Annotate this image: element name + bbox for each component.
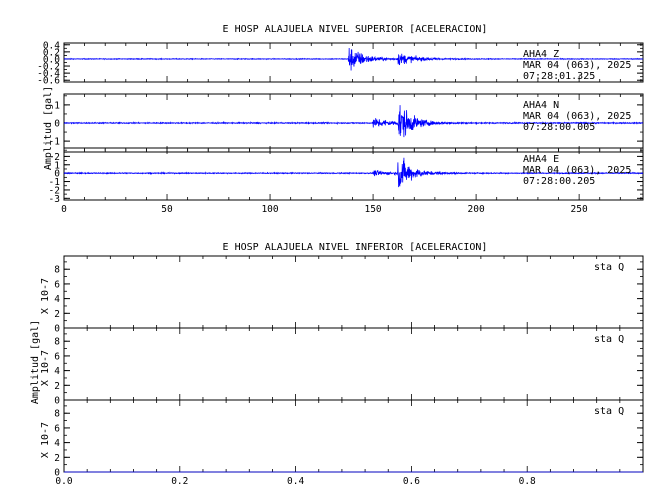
chart1-xtick-label: 250 (571, 204, 588, 215)
chart2-panel1-frame (63, 255, 644, 329)
chart1-panel1-ytick-label: 0.0 (43, 54, 60, 65)
chart1-panel1-annotation: MAR 04 (063), 2025 (523, 60, 631, 71)
chart1-panel3-annotation: 07:28:00.205 (523, 176, 595, 187)
chart2-xtick-label: 0.6 (403, 476, 420, 487)
chart1-panel1-trace (63, 48, 644, 71)
chart1-xtick-label: 0 (61, 204, 67, 215)
chart2-panel1-annotation: sta Q (594, 262, 624, 273)
chart1-panel3-annotation: AHA4 E (523, 154, 559, 165)
chart1-panel2-ytick-label: 1 (54, 100, 60, 111)
chart2-panel3-ytick-label: 2 (54, 453, 60, 464)
chart1-panel1-ytick-label: -0.2 (37, 62, 60, 73)
chart1-panel1-annotation: 07:28:01.325 (523, 71, 595, 82)
chart1-ylabel: Amplitud [gal] (43, 86, 54, 170)
chart1-panel3-ytick-label: -3 (49, 194, 60, 205)
chart1-panel1-ytick-label: -0.4 (37, 69, 60, 80)
chart2-panel3-scale-label: X 10-7 (40, 422, 51, 458)
chart2-panel3-ytick-label: 0 (54, 468, 60, 479)
chart1-panel1-annotation: AHA4 Z (523, 49, 559, 60)
chart2-panel2-annotation: sta Q (594, 334, 624, 345)
chart2-panel3-ytick-label: 6 (54, 423, 60, 434)
chart2-panel2-ytick-label: 6 (54, 351, 60, 362)
chart1-panel2-annotation: 07:28:00.005 (523, 122, 595, 133)
chart1-panel3-ytick-label: -1 (49, 177, 61, 188)
chart2-panel2-frame (63, 327, 644, 401)
chart2-panel3-ytick-label: 8 (54, 409, 60, 420)
chart1-panel2-ytick-label: -1 (49, 137, 61, 148)
chart2-xtick-label: 0.2 (171, 476, 188, 487)
chart1-panel3-frame (63, 147, 644, 201)
chart2-panel3-annotation: sta Q (594, 406, 624, 417)
chart2-panel2-scale-label: X 10-7 (40, 350, 51, 386)
chart2-panel1-ytick-label: 4 (54, 294, 60, 305)
chart1-xtick-label: 200 (468, 204, 485, 215)
chart2-panel1-ytick-label: 6 (54, 279, 60, 290)
chart1-panel2-trace (64, 105, 644, 138)
chart2-panel2-ytick-label: 0 (54, 396, 60, 407)
chart2-ylabel: Amplitud [gal] (30, 320, 41, 404)
chart1-xtick-label: 100 (261, 204, 278, 215)
chart1-panel3-ytick-label: -2 (49, 185, 60, 196)
chart2-xtick-label: 0.8 (519, 476, 536, 487)
chart1-panel3-ytick-label: 2 (54, 152, 60, 163)
chart2-panel1-ytick-label: 8 (54, 265, 60, 276)
chart2-panel3-ytick-label: 4 (54, 438, 60, 449)
chart1-title: E HOSP ALAJUELA NIVEL SUPERIOR [ACELERAC… (223, 24, 488, 35)
chart1-xtick-label: 50 (161, 204, 173, 215)
chart1-panel3-ytick-label: 1 (54, 160, 60, 171)
chart2-title: E HOSP ALAJUELA NIVEL INFERIOR [ACELERAC… (223, 242, 488, 253)
chart2-panel3-frame (63, 399, 644, 473)
chart1-panel2-annotation: MAR 04 (063), 2025 (523, 111, 631, 122)
chart2-panel2-ytick-label: 2 (54, 381, 60, 392)
chart1-panel1-ytick-label: -0.6 (37, 76, 60, 87)
chart1-panel3-annotation: MAR 04 (063), 2025 (523, 165, 631, 176)
chart1-xtick-label: 150 (364, 204, 381, 215)
chart2-xtick-label: 0.0 (55, 476, 72, 487)
chart2-panel2-ytick-label: 8 (54, 337, 60, 348)
chart1-panel3-trace (63, 157, 644, 188)
chart1-panel3-ytick-label: 0 (54, 169, 60, 180)
chart1-panel1-ytick-label: 0.2 (43, 47, 60, 58)
chart2-panel1-scale-label: X 10-7 (40, 278, 51, 314)
chart2-panel1-ytick-label: 2 (54, 309, 60, 320)
chart1-panel2-ytick-label: 0 (54, 119, 60, 130)
chart2-panel2-ytick-label: 4 (54, 366, 60, 377)
chart1-panel2-annotation: AHA4 N (523, 100, 559, 111)
chart2-panel1-ytick-label: 0 (54, 324, 60, 335)
chart1-panel1-ytick-label: 0.4 (43, 40, 60, 51)
chart2-xtick-label: 0.4 (287, 476, 304, 487)
